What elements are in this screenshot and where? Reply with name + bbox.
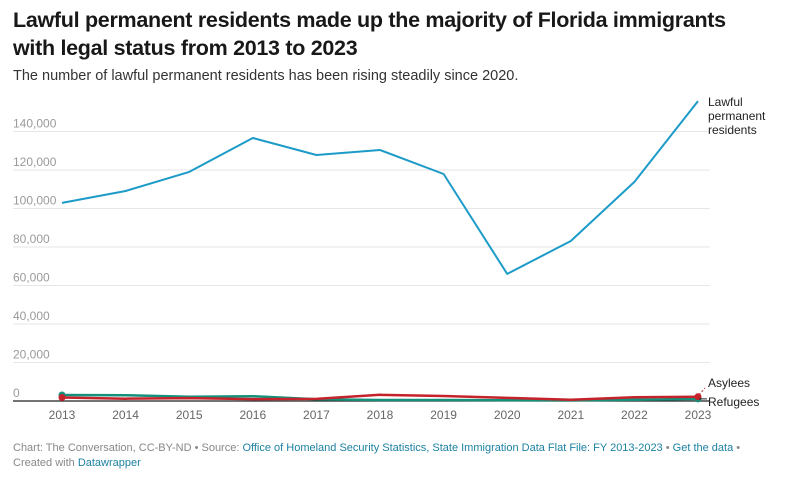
y-tick-label: 140,000	[13, 117, 57, 131]
x-tick-label: 2015	[176, 408, 203, 422]
source-link[interactable]: Office of Homeland Security Statistics, …	[242, 442, 663, 454]
footer-separator: •	[733, 442, 741, 454]
footer-separator: •	[191, 442, 202, 454]
asylees-connector	[698, 387, 706, 396]
y-tick-label: 20,000	[13, 348, 50, 362]
series-label-lawful-permanent-residents: residents	[708, 123, 757, 137]
chart-subtitle: The number of lawful permanent residents…	[13, 68, 519, 84]
y-tick-label: 60,000	[13, 271, 50, 285]
x-tick-label: 2021	[557, 408, 584, 422]
x-tick-label: 2023	[685, 408, 712, 422]
chart-footer: Chart: The Conversation, CC-BY-ND • Sour…	[13, 441, 773, 471]
y-axis-ticks: 0 20,000 40,000 60,000 80,000 100,000 120,000 1…	[13, 117, 57, 401]
line-chart: 0 20,000 40,000 60,000 80,000 100,000 120,000 1…	[13, 95, 766, 422]
y-tick-label: 40,000	[13, 309, 50, 323]
x-tick-label: 2016	[239, 408, 266, 422]
series-label-refugees: Refugees	[708, 395, 759, 409]
y-tick-label: 120,000	[13, 155, 57, 169]
x-tick-label: 2022	[621, 408, 648, 422]
chart-title: Lawful permanent residents made up the m…	[13, 8, 726, 60]
footer-separator: •	[662, 442, 673, 454]
series-label-asylees: Asylees	[708, 376, 750, 390]
datawrapper-link[interactable]: Datawrapper	[77, 457, 141, 469]
series-start-dot	[58, 394, 66, 402]
x-tick-label: 2019	[430, 408, 457, 422]
x-tick-label: 2014	[112, 408, 139, 422]
x-tick-label: 2020	[494, 408, 521, 422]
x-axis-ticks: 2013 2014 2015 2016 2017 2018 2019 2020 2021 2022…	[49, 408, 712, 422]
series-label-lawful-permanent-residents: Lawful	[708, 95, 743, 109]
series-line-lawful-permanent-residents	[61, 100, 699, 275]
series-line-asylees	[61, 393, 699, 402]
footer-credit: Chart: The Conversation, CC-BY-ND	[13, 442, 192, 454]
x-tick-label: 2017	[303, 408, 330, 422]
footer-created-with: Created with	[13, 457, 78, 469]
x-tick-label: 2018	[367, 408, 394, 422]
get-data-link[interactable]: Get the data	[672, 442, 734, 454]
x-tick-label: 2013	[49, 408, 76, 422]
gridlines	[13, 131, 710, 402]
y-tick-label: 0	[13, 386, 20, 400]
series-lines	[58, 100, 702, 403]
series-label-lawful-permanent-residents: permanent	[708, 109, 766, 123]
footer-source-label: Source:	[201, 442, 243, 454]
y-tick-label: 80,000	[13, 232, 50, 246]
y-tick-label: 100,000	[13, 194, 57, 208]
